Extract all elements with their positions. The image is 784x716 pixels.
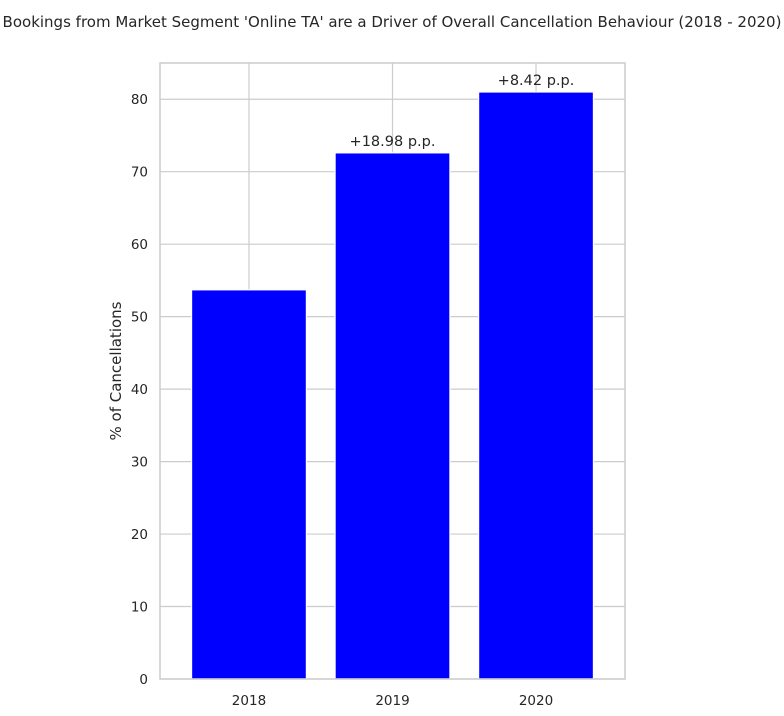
y-tick-label: 60 [131, 237, 148, 253]
y-tick-label: 50 [131, 310, 148, 326]
y-tick-label: 10 [131, 600, 148, 616]
bars [190, 91, 595, 680]
chart-title: Bookings from Market Segment 'Online TA'… [3, 13, 782, 31]
bar-annotation-2019: +18.98 p.p. [350, 134, 436, 150]
y-axis-label: % of Cancellations [107, 301, 125, 440]
y-tick-label: 20 [131, 527, 148, 543]
y-axis-ticks: 0 10 20 30 40 50 60 70 80 [131, 92, 148, 688]
x-tick-label: 2020 [519, 693, 553, 709]
y-tick-label: 30 [131, 455, 148, 471]
x-tick-label: 2018 [232, 693, 266, 709]
plot-frame [159, 62, 626, 680]
bar-annotations: +18.98 p.p. +8.42 p.p. [350, 73, 575, 150]
bar-annotation-2020: +8.42 p.p. [498, 73, 575, 89]
x-tick-label: 2019 [375, 693, 409, 709]
bar-2019 [334, 152, 451, 680]
bar-2020 [478, 91, 595, 680]
x-axis-ticks: 2018 2019 2020 [232, 693, 553, 709]
y-tick-label: 70 [131, 165, 148, 181]
bar-2018 [190, 289, 307, 680]
y-tick-label: 40 [131, 382, 148, 398]
y-tick-label: 80 [131, 92, 148, 108]
y-tick-label: 0 [139, 672, 148, 688]
